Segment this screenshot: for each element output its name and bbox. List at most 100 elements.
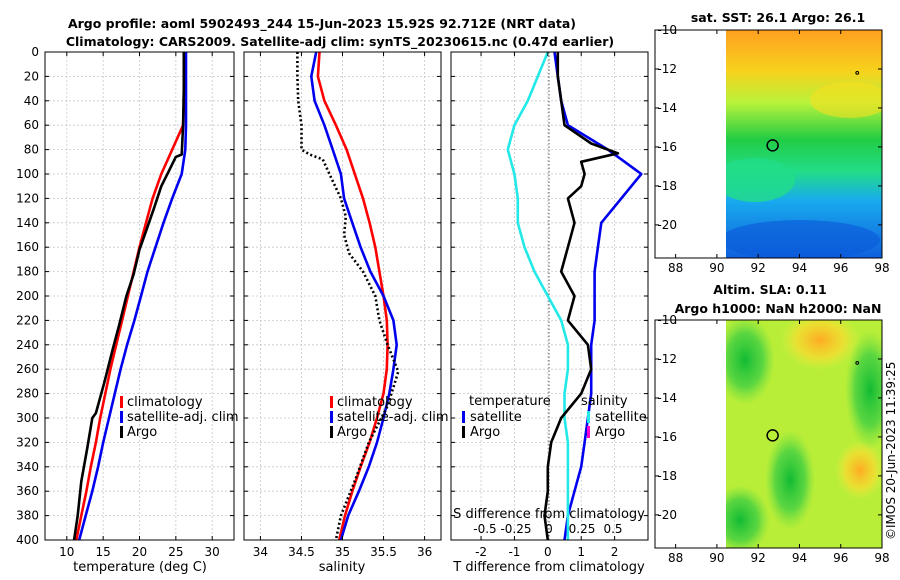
y-tick-label: 40 — [24, 94, 39, 108]
map-x-tick-label: 98 — [874, 551, 889, 565]
map-x-tick-label: 92 — [751, 261, 766, 275]
y-tick-label: 180 — [16, 265, 39, 279]
legend-title-temperature: temperature — [469, 394, 551, 409]
sst-map-frame — [654, 29, 883, 259]
x-tick-label: 20 — [132, 545, 147, 559]
sla-map-title: Altim. SLA: 0.11 — [713, 282, 826, 297]
y-tick-label: 300 — [16, 411, 39, 425]
legend-marker-temp-argo — [462, 426, 465, 438]
sst-cool-patch — [726, 158, 795, 202]
x-tick-label: 25 — [168, 545, 183, 559]
series-line-argo — [72, 52, 186, 540]
difference-xlabel2: S difference from climatology — [453, 507, 645, 522]
map-x-tick-label: 98 — [874, 261, 889, 275]
y-tick-label: 360 — [16, 484, 39, 498]
map-y-tick-label: -14 — [657, 391, 677, 405]
y-tick-label: 240 — [16, 338, 39, 352]
x-tick-label: 35 — [335, 545, 350, 559]
sla-warm-patch — [780, 320, 860, 370]
sla-warm-patch-2 — [835, 440, 882, 500]
y-tick-label: 280 — [16, 387, 39, 401]
legend-marker-climatology — [330, 396, 333, 408]
map-y-tick-label: -10 — [657, 313, 677, 327]
sla-green-patch-3 — [765, 430, 815, 530]
x-tick-label: 0 — [544, 545, 552, 559]
legend-label-temp-argo: Argo — [470, 425, 500, 440]
legend-label-climatology: climatology — [127, 395, 203, 410]
legend-label-argo: Argo — [127, 425, 157, 440]
salinity-tick-label: -0.25 — [500, 522, 531, 536]
x-tick-label: 15 — [96, 545, 111, 559]
salinity-tick-label: 0.25 — [569, 522, 596, 536]
x-tick-label: 1 — [577, 545, 585, 559]
difference-xlabel: T difference from climatology — [452, 560, 645, 575]
legend-label-temp-satellite: satellite — [470, 410, 522, 425]
x-tick-label: 30 — [205, 545, 220, 559]
map-y-tick-label: -18 — [657, 469, 677, 483]
map-x-tick-label: 94 — [792, 261, 807, 275]
legend-title-salinity: salinity — [581, 394, 628, 409]
x-tick-label: -1 — [508, 545, 520, 559]
series-line-climatology — [75, 52, 186, 540]
sst-warm-patch — [810, 82, 882, 118]
legend-label-sal-satellite: satellite — [595, 410, 647, 425]
series-line-argo — [296, 52, 400, 540]
y-tick-label: 340 — [16, 460, 39, 474]
x-tick-label: 34 — [253, 545, 268, 559]
sla-green-patch-2 — [845, 330, 882, 450]
temperature-xlabel: temperature (deg C) — [73, 560, 207, 575]
map-y-tick-label: -20 — [657, 218, 677, 232]
series-line-temperature-argo — [543, 52, 620, 540]
y-tick-label: 160 — [16, 240, 39, 254]
y-tick-label: 0 — [31, 45, 39, 59]
map-y-tick-label: -14 — [657, 101, 677, 115]
series-line-satellite-adj-clim — [309, 52, 399, 540]
y-tick-label: 320 — [16, 435, 39, 449]
salinity-tick-label: 0.5 — [603, 522, 622, 536]
salinity-legend: climatology satellite-adj. clim Argo — [330, 395, 449, 440]
sst-map: sat. SST: 26.1 Argo: 26.1 88 90 92 94 96 98 -1… — [654, 10, 890, 275]
series-line-temperature-satellite — [553, 52, 643, 540]
legend-marker-climatology — [120, 396, 123, 408]
salinity-xlabel: salinity — [319, 560, 366, 575]
legend-marker-temp-satellite — [462, 411, 465, 423]
y-tick-label: 80 — [24, 143, 39, 157]
argo-position-marker — [766, 139, 779, 152]
x-tick-label: -2 — [475, 545, 487, 559]
map-x-tick-label: 88 — [668, 551, 683, 565]
y-tick-label: 120 — [16, 191, 39, 205]
legend-marker-argo — [120, 426, 123, 438]
x-tick-label: 2 — [611, 545, 619, 559]
y-tick-label: 20 — [24, 69, 39, 83]
secondary-position-marker — [855, 360, 860, 365]
map-y-tick-label: -12 — [657, 352, 677, 366]
map-x-tick-label: 90 — [709, 261, 724, 275]
map-y-tick-label: -16 — [657, 430, 677, 444]
y-tick-label: 380 — [16, 509, 39, 523]
map-y-tick-label: -10 — [657, 23, 677, 37]
salinity-ticks: -0.5 -0.25 0 0.25 0.5 — [473, 522, 622, 536]
legend-label-satellite: satellite-adj. clim — [127, 410, 239, 425]
map-y-tick-label: -20 — [657, 508, 677, 522]
temperature-panel: 0 20 40 60 80 100 120 140 160 180 200 220 240 260 280 3… — [16, 45, 239, 575]
series-line-satellite-adj-clim — [77, 52, 188, 540]
map-x-tick-label: 92 — [751, 551, 766, 565]
sla-green-patch — [726, 320, 775, 405]
x-tick-label: 36 — [417, 545, 432, 559]
sst-map-title: sat. SST: 26.1 Argo: 26.1 — [691, 10, 865, 25]
map-x-tick-label: 88 — [668, 261, 683, 275]
series-line-salinity-satellite — [506, 52, 570, 540]
legend-marker-sal-satellite — [587, 411, 590, 423]
secondary-position-marker — [855, 70, 860, 75]
map-x-tick-label: 96 — [833, 261, 848, 275]
difference-panel: -2 -1 0 1 2 T difference from climatology S … — [450, 51, 649, 575]
map-y-tick-label: -18 — [657, 179, 677, 193]
y-tick-label: 200 — [16, 289, 39, 303]
sla-map-nodata — [655, 320, 726, 548]
sst-map-nodata — [655, 30, 726, 258]
x-tick-label: 34.5 — [288, 545, 315, 559]
sla-map: Altim. SLA: 0.11 Argo h1000: NaN h2000: … — [654, 282, 890, 565]
legend-marker-sal-argo — [587, 426, 590, 438]
salinity-tick-label: -0.5 — [473, 522, 496, 536]
